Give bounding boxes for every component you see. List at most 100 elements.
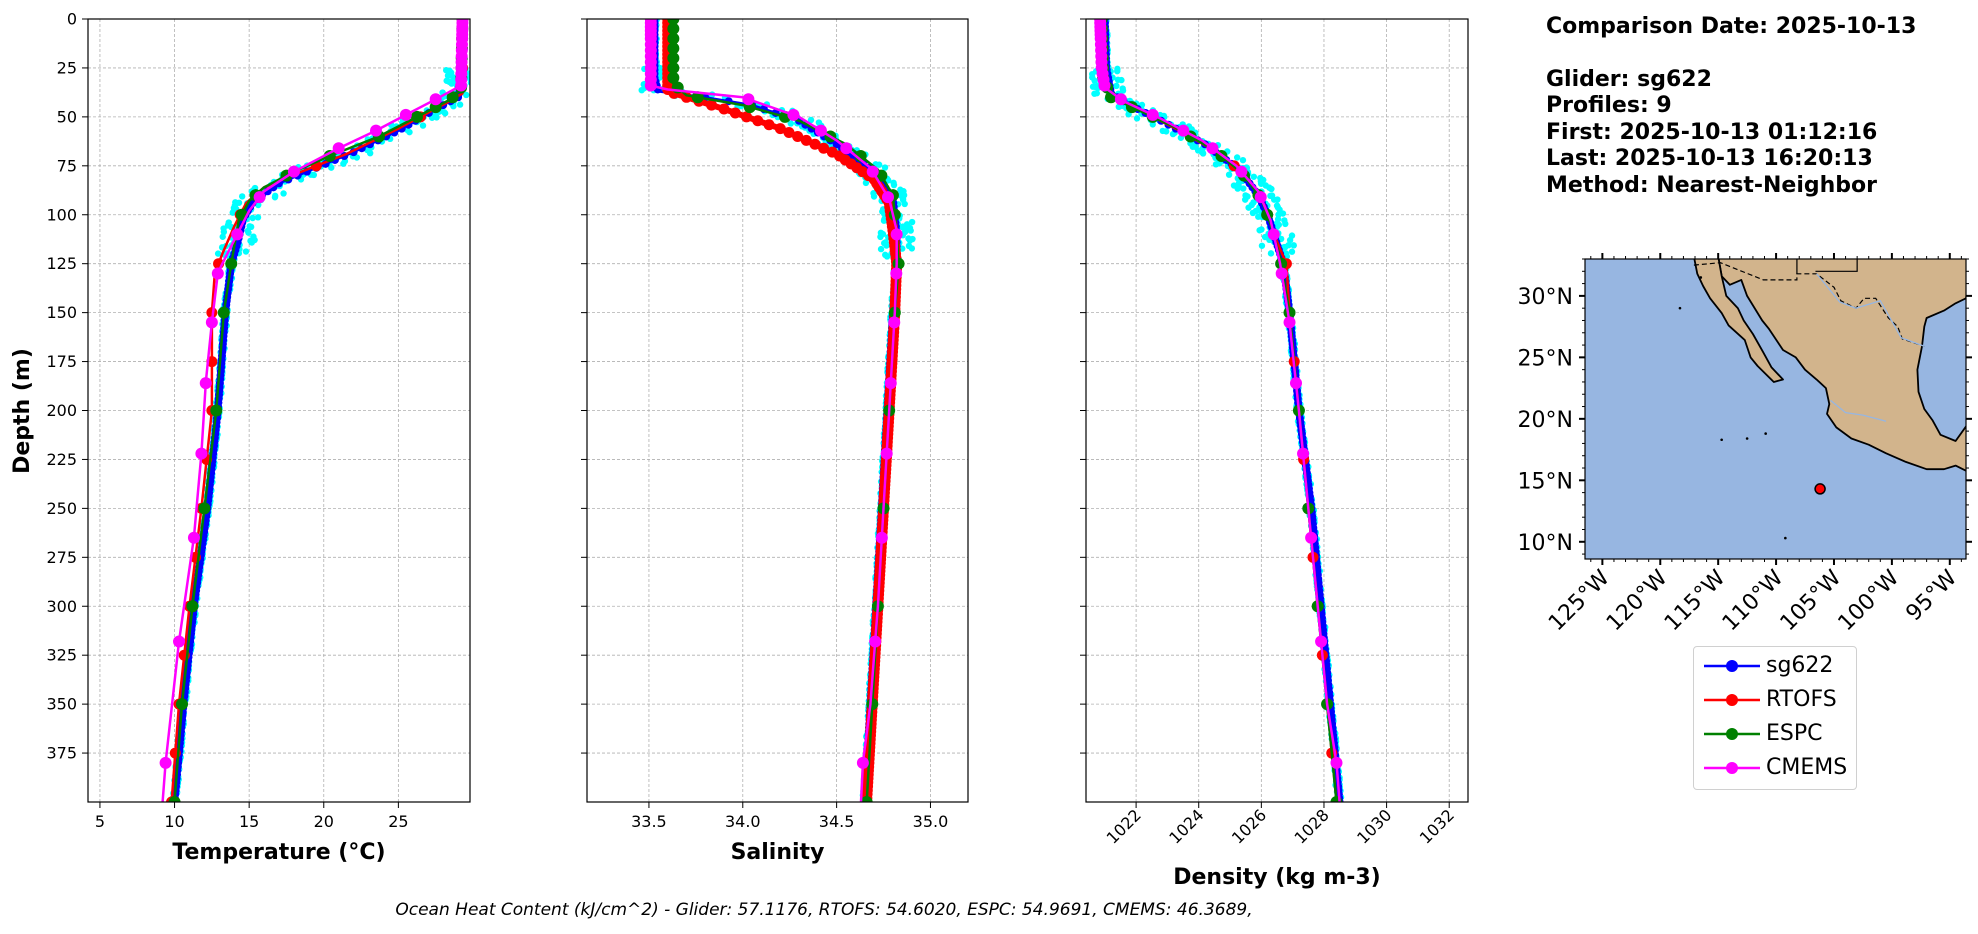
- glider-raw-point: [885, 177, 892, 184]
- data-point-espc: [667, 52, 680, 65]
- data-point-espc: [225, 257, 238, 270]
- y-tick-label: 175: [46, 352, 77, 371]
- map-land-baja: [1693, 259, 1784, 383]
- data-point-cmems: [1254, 191, 1267, 204]
- data-point-cmems: [195, 447, 208, 460]
- legend-marker-cmems: [1704, 762, 1760, 774]
- data-point-rtofs: [729, 107, 741, 119]
- panel-density: 1022 1024 1026 1028 1030 1032 Density (kg m-3): [1080, 18, 1469, 890]
- y-tick-label: 300: [46, 597, 77, 616]
- glider-raw-point: [905, 235, 912, 242]
- glider-raw-point: [271, 192, 279, 200]
- glider-raw-point: [1119, 85, 1126, 92]
- glider-raw-point: [473, 68, 479, 74]
- last-time: Last: 2025-10-13 16:20:13: [1546, 146, 1873, 171]
- x-tick-label: 20: [314, 812, 334, 831]
- data-point-rtofs: [741, 111, 753, 123]
- y-tick-label: 100: [46, 205, 77, 224]
- map-lat-label: 25°N: [1518, 346, 1573, 371]
- glider-raw-point: [1268, 185, 1275, 193]
- glider-raw-point: [1233, 154, 1241, 161]
- comparison-date: Comparison Date: 2025-10-13: [1546, 14, 1917, 39]
- map-island: [1764, 432, 1767, 435]
- glider-raw-point: [879, 230, 887, 238]
- x-tick-label: 1026: [1228, 805, 1270, 847]
- data-point-espc: [667, 71, 680, 84]
- glider-raw-point: [245, 229, 252, 236]
- map-island: [1745, 437, 1749, 440]
- data-point-cmems: [814, 124, 827, 137]
- glider-raw-point: [219, 233, 226, 240]
- glider-raw-point: [883, 253, 891, 260]
- data-point-cmems: [884, 377, 897, 390]
- legend-label-espc: ESPC: [1766, 721, 1823, 746]
- data-point-cmems: [869, 635, 882, 648]
- map-river: [1830, 399, 1887, 422]
- ohc-footer-text: Ocean Heat Content (kJ/cm^2) - Glider: 5…: [395, 900, 1253, 920]
- map-lat-label: 10°N: [1518, 531, 1573, 556]
- data-point-cmems: [1283, 316, 1296, 329]
- x-axis-label: Temperature (°C): [172, 840, 385, 865]
- data-point-cmems: [890, 228, 903, 241]
- glider-location-marker: [1814, 483, 1826, 495]
- data-point-cmems: [1206, 142, 1219, 155]
- glider-raw-point: [1118, 76, 1125, 84]
- data-point-rtofs: [705, 99, 717, 111]
- data-point-cmems: [332, 142, 345, 155]
- legend-item-espc: ESPC: [1694, 719, 1856, 749]
- data-point-espc: [667, 32, 680, 45]
- x-tick-label: 25: [388, 812, 408, 831]
- y-tick-label: 75: [57, 156, 77, 175]
- x-tick-label: 1032: [1416, 805, 1458, 847]
- glider-raw-point: [247, 237, 254, 245]
- glider-raw-point: [1133, 115, 1141, 122]
- glider-raw-point: [1258, 242, 1266, 249]
- data-point-espc: [186, 600, 199, 613]
- glider-raw-point: [463, 91, 470, 99]
- glider-raw-point: [1194, 147, 1202, 154]
- data-point-cmems: [159, 756, 172, 769]
- data-point-espc: [198, 502, 211, 515]
- x-tick-label: 34.5: [819, 812, 855, 831]
- data-point-rtofs: [774, 123, 786, 135]
- series-cmems: [159, 19, 469, 802]
- data-point-espc: [667, 42, 680, 55]
- data-point-espc: [691, 91, 704, 104]
- glider-raw-point: [1249, 209, 1257, 217]
- map-lat-label: 30°N: [1518, 285, 1573, 310]
- data-point-cmems: [866, 165, 879, 178]
- glider-raw-point: [1149, 121, 1156, 128]
- glider-raw-point: [238, 193, 246, 200]
- data-point-cmems: [1235, 165, 1248, 178]
- panel-salinity: 33.5 34.0 34.5 35.0 Salinity: [581, 18, 969, 865]
- y-tick-label: 225: [46, 450, 77, 469]
- y-tick-label: 150: [46, 303, 77, 322]
- data-point-cmems: [742, 93, 755, 106]
- location-map: 10°N 15°N 20°N 25°N 30°N 125°W120°W115°W110°W…: [1518, 253, 1972, 636]
- data-point-rtofs: [718, 103, 730, 115]
- data-point-cmems: [1177, 124, 1190, 137]
- data-point-rtofs: [800, 134, 812, 146]
- glider-raw-scatter: [1089, 19, 1345, 802]
- glider-raw-point: [214, 250, 222, 257]
- glider-raw-point: [901, 200, 908, 208]
- data-point-rtofs: [783, 127, 795, 139]
- data-point-cmems: [1297, 447, 1310, 460]
- data-point-espc: [446, 91, 459, 104]
- data-point-cmems: [1114, 93, 1127, 106]
- glider-raw-point: [280, 190, 287, 197]
- glider-raw-point: [880, 217, 888, 224]
- x-tick-label: 34.0: [725, 812, 761, 831]
- glider-raw-point: [870, 190, 877, 197]
- glider-raw-point: [229, 209, 236, 216]
- data-point-cmems: [173, 635, 186, 648]
- map-island: [1678, 306, 1682, 310]
- data-point-espc: [667, 61, 680, 74]
- legend-label-rtofs: RTOFS: [1766, 687, 1837, 712]
- glider-raw-point: [1288, 248, 1296, 255]
- y-tick-label: 375: [46, 744, 77, 763]
- map-island: [1784, 536, 1787, 540]
- glider-raw-point: [1093, 90, 1101, 97]
- x-tick-label: 10: [164, 812, 184, 831]
- data-point-cmems: [287, 165, 300, 178]
